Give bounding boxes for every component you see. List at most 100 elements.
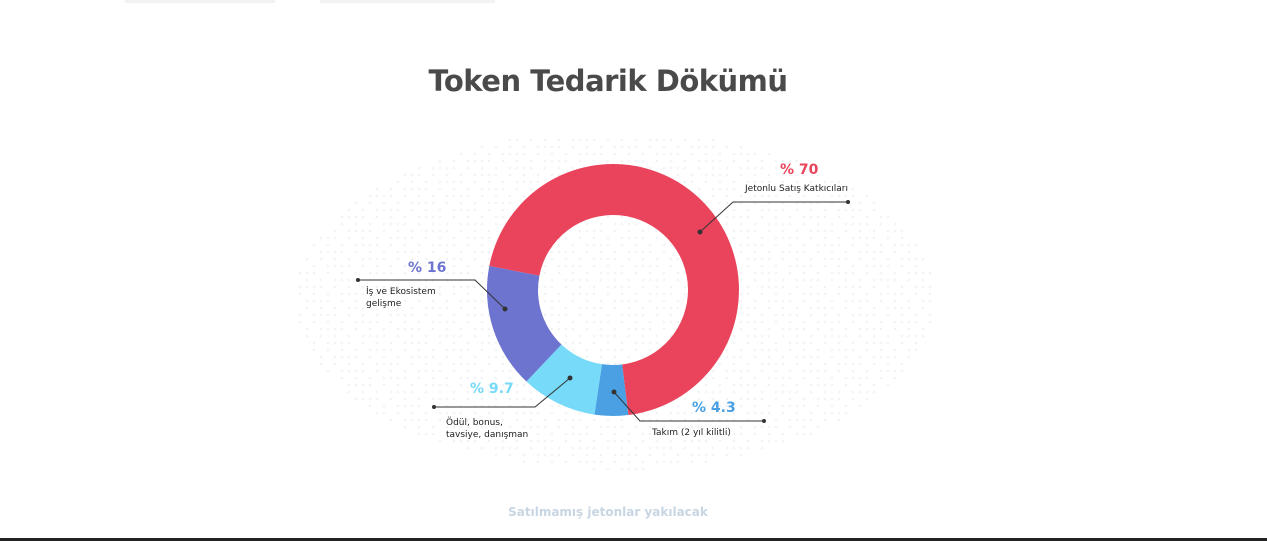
map-dot [774, 292, 778, 296]
map-dot [326, 292, 330, 296]
map-dot [711, 404, 715, 408]
map-dot [333, 236, 337, 240]
map-dot [431, 250, 435, 254]
map-dot [697, 439, 701, 443]
map-dot [809, 390, 813, 394]
map-dot [816, 243, 820, 247]
map-dot [823, 390, 827, 394]
map-dot [599, 355, 603, 359]
map-dot [732, 411, 736, 415]
map-dot [865, 397, 869, 401]
map-dot [466, 313, 470, 317]
map-dot [795, 390, 799, 394]
map-dot [403, 292, 407, 296]
map-dot [438, 292, 442, 296]
map-dot [333, 264, 337, 268]
map-dot [424, 334, 428, 338]
map-dot [550, 313, 554, 317]
map-dot [543, 313, 547, 317]
map-dot [431, 215, 435, 219]
map-dot [900, 285, 904, 289]
map-dot [774, 425, 778, 429]
map-dot [767, 271, 771, 275]
map-dot [788, 313, 792, 317]
map-dot [641, 460, 645, 464]
map-dot [893, 229, 897, 233]
map-dot [844, 257, 848, 261]
map-dot [648, 446, 652, 450]
map-dot [802, 299, 806, 303]
map-dot [760, 446, 764, 450]
map-dot [760, 341, 764, 345]
map-dot [508, 453, 512, 457]
map-dot [347, 278, 351, 282]
map-dot [592, 159, 596, 163]
map-dot [319, 313, 323, 317]
map-dot [599, 229, 603, 233]
map-dot [627, 453, 631, 457]
map-dot [571, 348, 575, 352]
map-dot [501, 159, 505, 163]
map-dot [410, 201, 414, 205]
map-dot [403, 299, 407, 303]
map-dot [459, 250, 463, 254]
map-dot [858, 362, 862, 366]
map-dot [466, 348, 470, 352]
map-dot [340, 264, 344, 268]
map-dot [326, 327, 330, 331]
map-dot [767, 180, 771, 184]
map-dot [655, 285, 659, 289]
donut-segment [487, 265, 562, 382]
map-dot [438, 243, 442, 247]
map-dot [445, 173, 449, 177]
map-dot [851, 194, 855, 198]
map-dot [816, 222, 820, 226]
map-dot [795, 418, 799, 422]
map-dot [417, 376, 421, 380]
map-dot [550, 173, 554, 177]
map-dot [529, 390, 533, 394]
map-dot [781, 229, 785, 233]
map-dot [886, 334, 890, 338]
map-dot [368, 397, 372, 401]
map-dot [564, 411, 568, 415]
map-dot [515, 418, 519, 422]
map-dot [662, 145, 666, 149]
map-dot [417, 397, 421, 401]
map-dot [571, 320, 575, 324]
map-dot [900, 229, 904, 233]
map-dot [417, 341, 421, 345]
map-dot [781, 355, 785, 359]
map-dot [767, 173, 771, 177]
map-dot [816, 306, 820, 310]
map-dot [851, 320, 855, 324]
map-dot [571, 138, 575, 142]
map-dot [928, 313, 932, 317]
map-dot [445, 383, 449, 387]
map-dot [410, 208, 414, 212]
map-dot [403, 313, 407, 317]
map-dot [781, 306, 785, 310]
map-dot [886, 362, 890, 366]
map-dot [872, 334, 876, 338]
map-dot [578, 229, 582, 233]
map-dot [438, 180, 442, 184]
map-dot [620, 159, 624, 163]
map-dot [592, 285, 596, 289]
map-dot [333, 278, 337, 282]
map-dot [417, 250, 421, 254]
map-dot [585, 145, 589, 149]
map-dot [613, 432, 617, 436]
map-dot [900, 362, 904, 366]
map-dot [718, 362, 722, 366]
map-dot [452, 215, 456, 219]
map-dot [816, 383, 820, 387]
map-dot [445, 411, 449, 415]
map-dot [634, 453, 638, 457]
map-dot [760, 215, 764, 219]
map-dot [669, 138, 673, 142]
map-dot [802, 432, 806, 436]
map-dot [578, 278, 582, 282]
map-dot [389, 292, 393, 296]
map-dot [739, 243, 743, 247]
